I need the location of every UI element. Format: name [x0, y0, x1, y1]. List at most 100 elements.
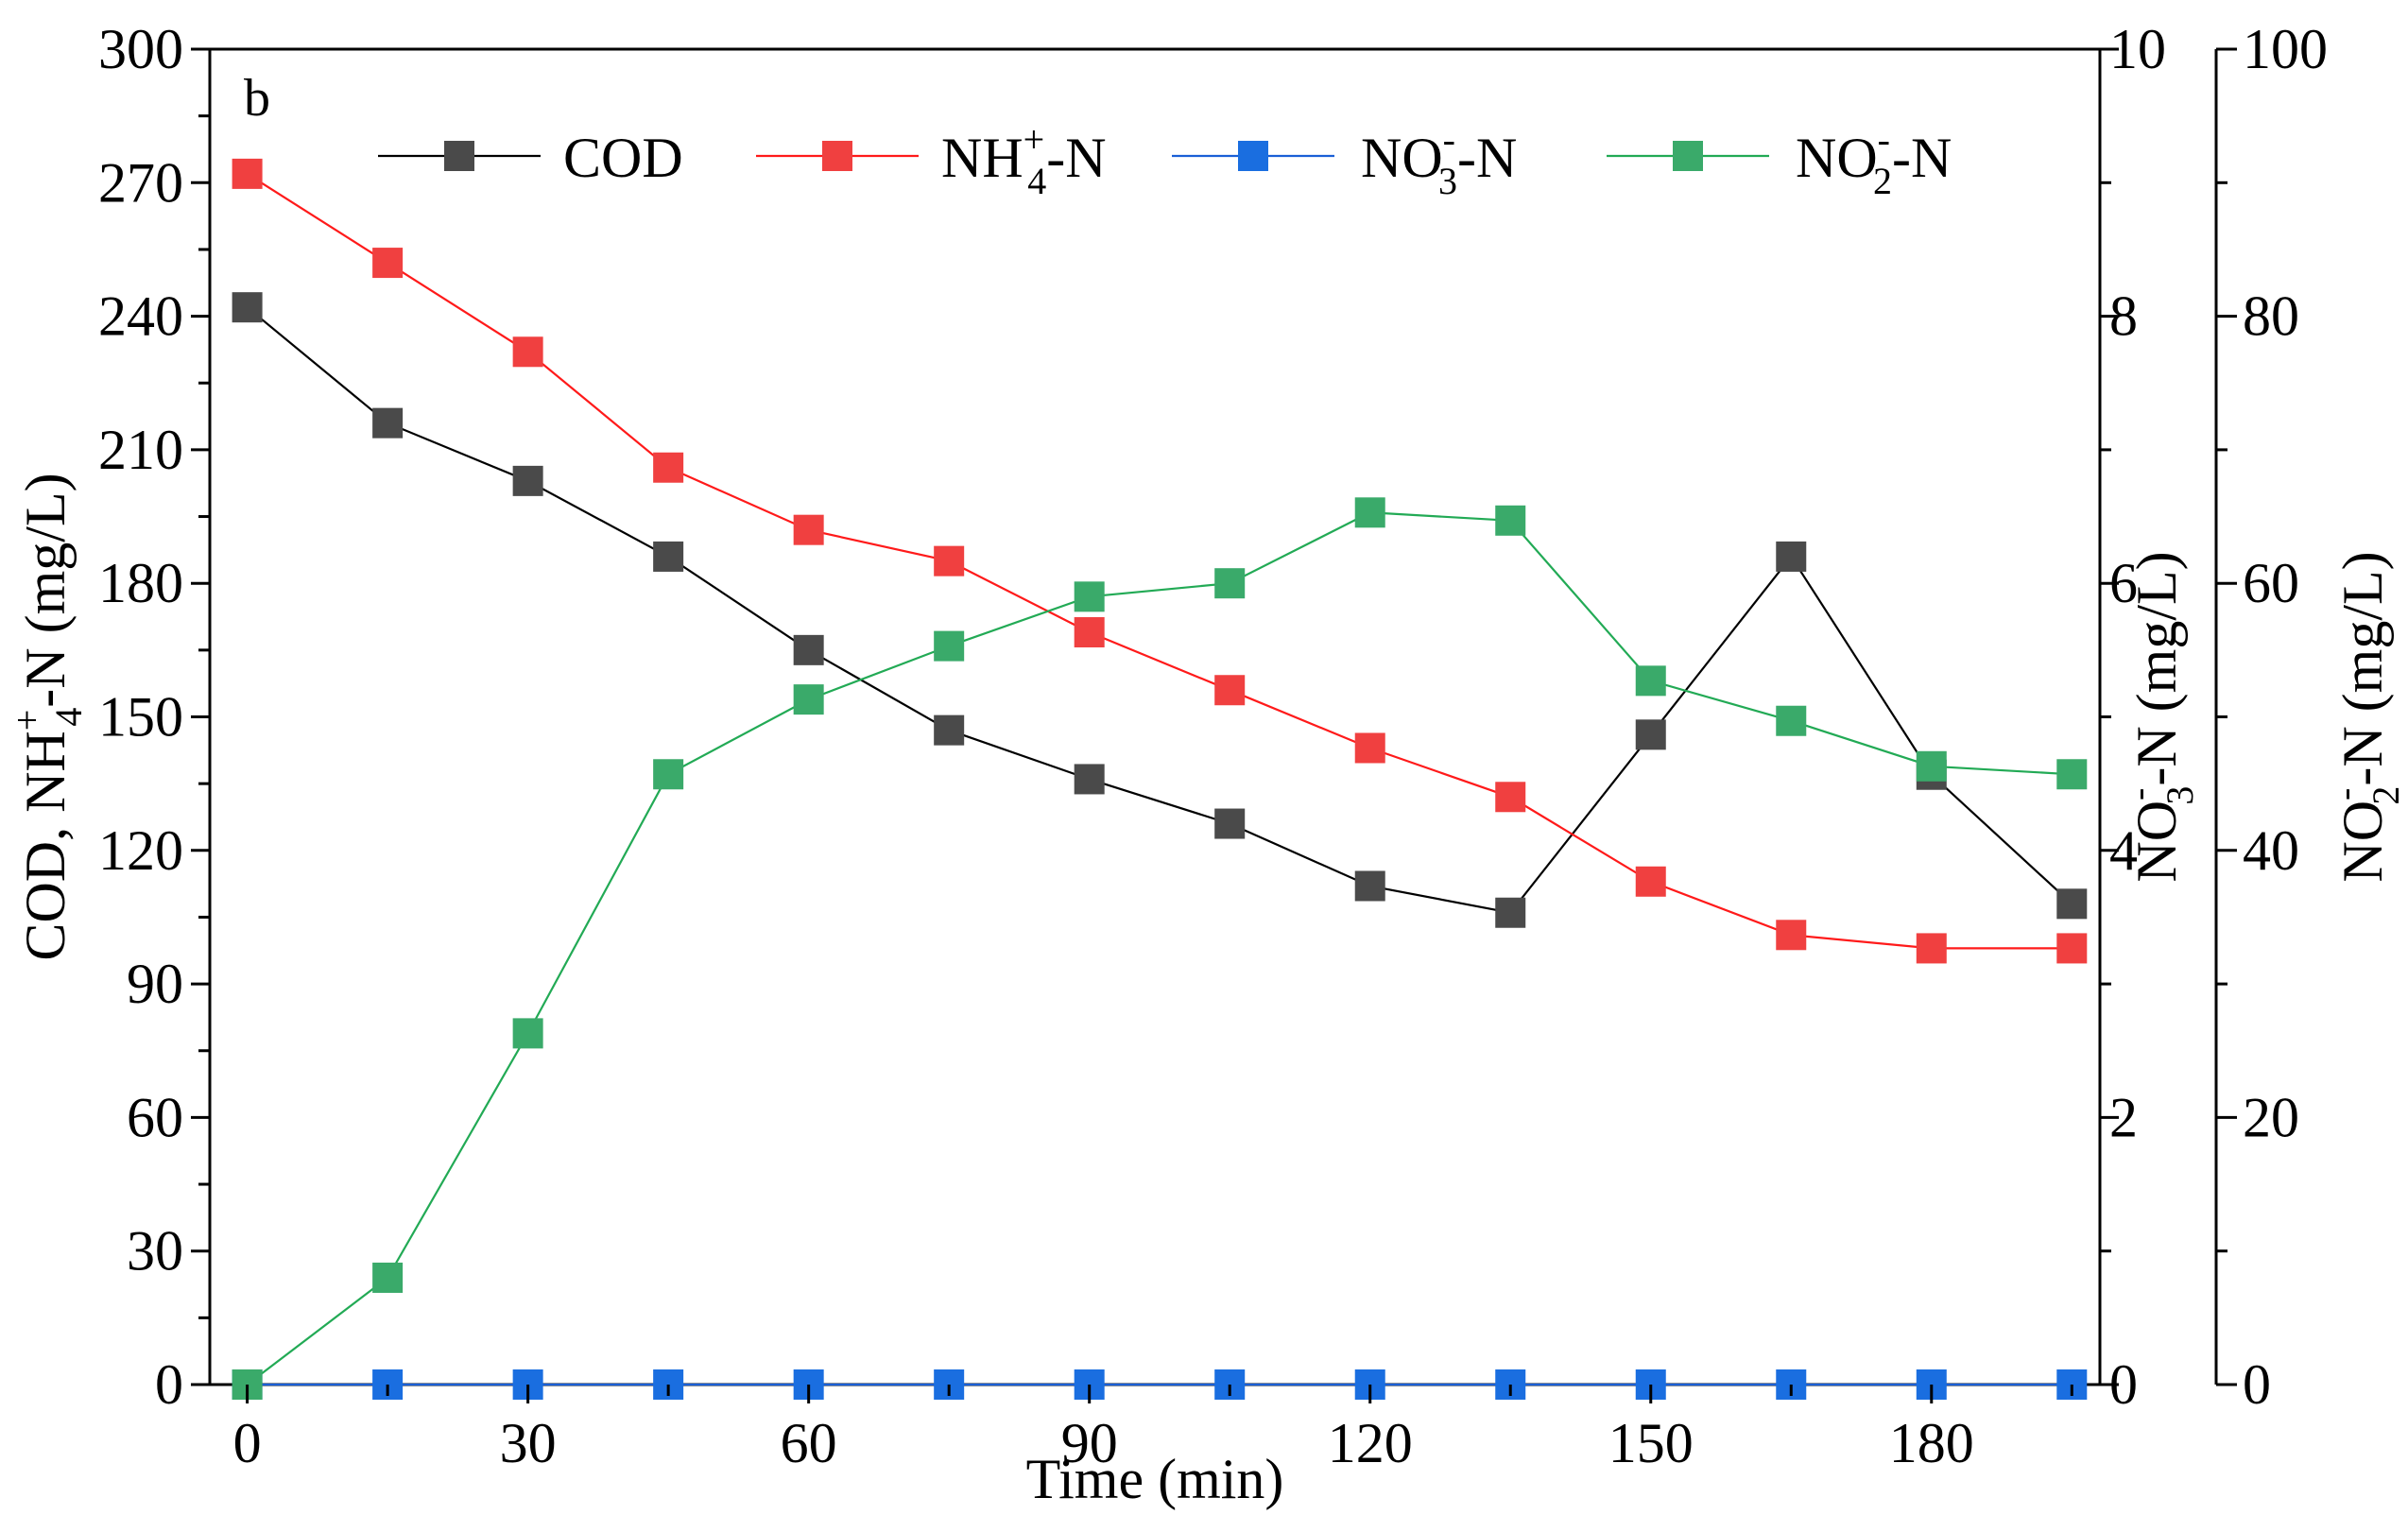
data-point-nh4-n — [1354, 732, 1385, 764]
legend-label-nh4-n: NH+ 4-N — [941, 118, 1107, 202]
data-point-cod — [1635, 719, 1666, 750]
left-y-tick-label: 150 — [98, 686, 183, 749]
data-point-cod — [934, 714, 965, 746]
data-point-nh4-n — [372, 248, 404, 279]
right1-y-axis-title-sub: 3 — [2159, 786, 2201, 805]
right2-y-tick-label: 100 — [2243, 18, 2328, 80]
series-line-cod — [246, 306, 2073, 914]
data-point-no2-n — [1074, 581, 1105, 612]
data-point-nh4-n — [934, 545, 965, 577]
data-point-nh4-n — [232, 158, 263, 189]
legend-label-rest: -N — [1457, 127, 1517, 189]
left-y-axis-title-sup: + — [6, 710, 48, 732]
data-point-cod — [372, 407, 404, 439]
legend-marker-no2-n — [1673, 141, 1703, 171]
right1-y-tick-label: 10 — [2109, 18, 2166, 80]
data-point-no2-n — [1354, 497, 1385, 528]
x-tick-label: 30 — [500, 1412, 557, 1474]
data-point-no2-n — [1635, 665, 1666, 697]
plot-frame-box — [208, 47, 2102, 1386]
legend-label-main: NO — [1796, 127, 1878, 189]
data-point-cod — [2056, 888, 2088, 920]
x-tick-label: 150 — [1608, 1412, 1694, 1474]
data-point-nh4-n — [653, 452, 684, 483]
data-point-cod — [1495, 897, 1526, 928]
data-point-no2-n — [2056, 759, 2088, 790]
x-axis-title: Time (min) — [1026, 1448, 1284, 1510]
x-tick-label: 180 — [1889, 1412, 1974, 1474]
left-y-tick-label: 30 — [127, 1220, 183, 1282]
data-point-no2-n — [512, 1018, 543, 1049]
legend-label-sup: - — [1878, 118, 1890, 161]
legend: COD NH+ 4-N NO-3-N NO-2-N — [378, 118, 1952, 202]
data-point-no2-n — [1916, 750, 1947, 782]
legend-label-sub: 4 — [1027, 160, 1046, 202]
right1-y-axis-title: NO-3-N (mg/L) — [2117, 551, 2201, 882]
right2-y-axis-title-main: NO — [2331, 800, 2394, 883]
right1-y-axis-title-main: NO — [2125, 800, 2188, 883]
data-marks — [232, 158, 2088, 1400]
legend-label-main: NO — [1361, 127, 1443, 189]
data-point-nh4-n — [2056, 933, 2088, 964]
right2-y-axis-title-group: NO-2-N (mg/L) — [2323, 551, 2407, 882]
right2-y-axis-title-sub: 2 — [2365, 786, 2407, 805]
x-tick-label: 60 — [781, 1412, 837, 1474]
legend-label-sub: 3 — [1438, 160, 1457, 202]
right1-y-tick-label: 6 — [2109, 552, 2138, 614]
right2-y-axis-title: NO-2-N (mg/L) — [2323, 551, 2407, 882]
left-y-axis-title-group: COD, NH+4-N (mg/L) — [6, 473, 90, 960]
legend-label-no2-n: NO-2-N — [1796, 118, 1952, 202]
legend-item-no3-n: NO-3-N — [1172, 118, 1517, 202]
panel-label: b — [244, 69, 270, 128]
x-tick-label: 0 — [233, 1412, 262, 1474]
left-y-tick-label: 300 — [98, 18, 183, 80]
data-point-cod — [1214, 808, 1246, 839]
data-point-no2-n — [653, 759, 684, 790]
left-y-axis-title-sub: 4 — [47, 708, 90, 727]
series-line-nh4-n — [247, 172, 2073, 950]
left-y-tick-label: 210 — [98, 419, 183, 481]
data-point-nh4-n — [512, 336, 543, 368]
legend-label-rest: -N — [1892, 127, 1952, 189]
right2-y-axis-title-sup: - — [2323, 788, 2365, 800]
legend-item-cod: COD — [378, 127, 683, 189]
legend-label-sup: + — [1023, 118, 1045, 161]
legend-label-no3-n: NO-3-N — [1361, 118, 1517, 202]
data-point-no2-n — [1776, 705, 1807, 736]
right2-y-tick-label: 0 — [2243, 1353, 2271, 1416]
left-y-tick-label: 270 — [98, 151, 183, 214]
legend-label-sub: 2 — [1873, 160, 1892, 202]
legend-label-sup: - — [1443, 118, 1455, 161]
left-y-axis-title-rest: -N (mg/L) — [14, 473, 77, 707]
right1-y-axis-title-sup: - — [2117, 788, 2159, 800]
legend-item-nh4-n: NH+ 4-N — [756, 118, 1107, 202]
x-tick-label: 90 — [1061, 1412, 1118, 1474]
data-point-nh4-n — [1776, 920, 1807, 951]
data-point-cod — [1354, 870, 1385, 902]
legend-label-main: NH — [941, 127, 1023, 189]
left-y-tick-label: 90 — [127, 953, 183, 1015]
left-y-tick-label: 0 — [155, 1353, 183, 1416]
left-y-axis-title-main: COD, NH — [14, 731, 77, 960]
data-point-no2-n — [934, 630, 965, 662]
plot-area: b — [208, 47, 2102, 1386]
legend-item-no2-n: NO-2-N — [1607, 118, 1952, 202]
data-point-nh4-n — [793, 514, 824, 545]
data-point-nh4-n — [1495, 782, 1526, 813]
data-point-cod — [1776, 541, 1807, 572]
left-y-axis-title: COD, NH+4-N (mg/L) — [6, 473, 90, 960]
data-point-no2-n — [372, 1262, 404, 1293]
legend-label-cod: COD — [563, 127, 683, 189]
right1-y-axis-title-group: NO-3-N (mg/L) — [2117, 551, 2201, 882]
legend-label-main: COD — [563, 127, 683, 189]
data-point-nh4-n — [1074, 617, 1105, 648]
legend-marker-no3-n — [1238, 141, 1268, 171]
data-point-nh4-n — [1635, 866, 1666, 897]
data-point-cod — [512, 465, 543, 496]
right1-y-axis-title-rest: -N (mg/L) — [2125, 551, 2188, 785]
right2-y-axis-title-rest: -N (mg/L) — [2331, 551, 2394, 785]
legend-marker-cod — [444, 141, 474, 171]
data-point-nh4-n — [1214, 675, 1246, 706]
right1-y-tick-label: 8 — [2109, 285, 2138, 348]
